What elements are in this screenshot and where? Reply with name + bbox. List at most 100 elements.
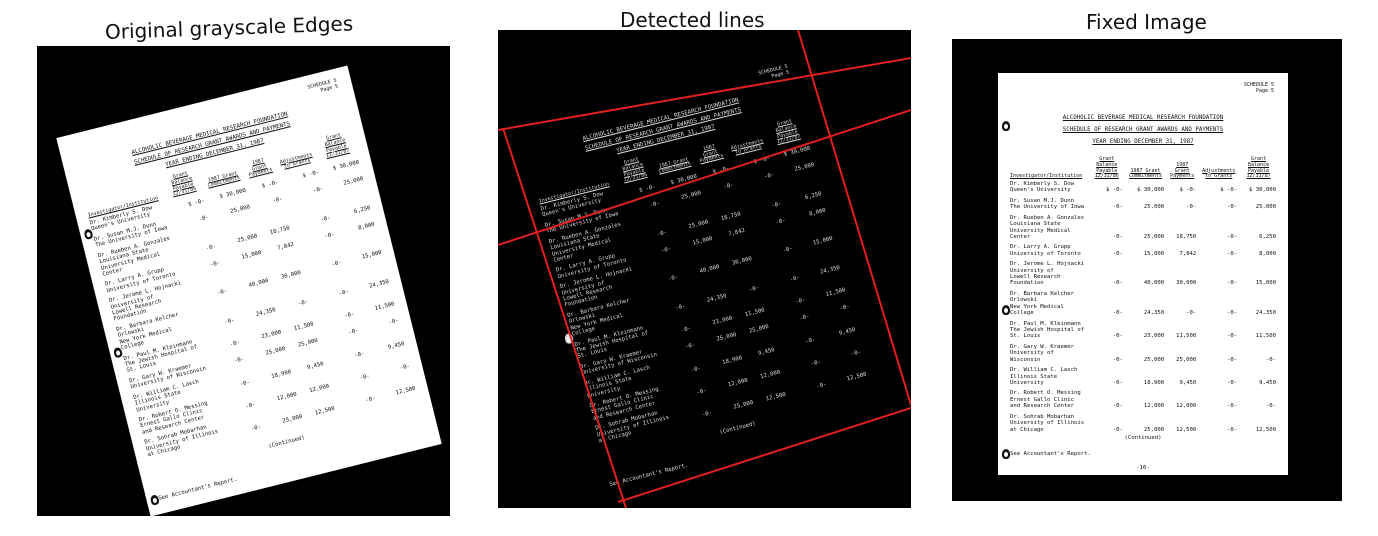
punch-hole-icon (1002, 449, 1010, 459)
table-row: Dr. Larry A. Grupp University of Toronto -… (1008, 243, 1278, 260)
amount-cell: 15,000 (1143, 250, 1165, 257)
amount-cell: 40,000 (1143, 280, 1165, 287)
footnote: See Accountant's Report. (1010, 451, 1091, 457)
amount-cell: -0- (1112, 426, 1123, 433)
amount-cell: -0- (1227, 250, 1238, 257)
table-row: Dr. Barbara Kelcher Orlowski New York Med… (1008, 290, 1278, 320)
column-header: Grant Balance Payable 12/31/87 (1246, 156, 1271, 180)
table-row: Dr. Paul M. Kleinmann The Jewish Hospital… (1008, 320, 1278, 343)
panel-fixed: SCHEDULE 5 Page 5 ALCOHOLIC BEVERAGE MEDI… (952, 39, 1342, 501)
doc-title-2: SCHEDULE OF RESEARCH GRANT AWARDS AND PA… (1062, 127, 1224, 133)
column-header: Adjustments to Grants (1202, 167, 1236, 180)
panel-title-edges: Original grayscale Edges (104, 11, 354, 44)
grants-table: Investigator/Institution Grant Balance Pa… (81, 130, 419, 462)
panel-edges: SCHEDULE 5 Page 5 ALCOHOLIC BEVERAGE MEDI… (37, 46, 450, 516)
amount-cell: 8,000 (1259, 250, 1276, 257)
amount-cell: 12,000 (1176, 403, 1197, 410)
amount-cell: -0- (1227, 204, 1238, 211)
investigator-cell: Dr. Kimberly S. Dow Queen's University (1010, 181, 1074, 194)
amount-cell: 11,500 (1176, 333, 1197, 340)
amount-cell: 15,000 (1255, 280, 1276, 287)
detected-line-top (498, 57, 911, 131)
column-header: Investigator/Institution (1010, 173, 1083, 180)
document-page: SCHEDULE 5 Page 5 ALCOHOLIC BEVERAGE MEDI… (998, 73, 1288, 475)
punch-hole-icon (1002, 121, 1010, 131)
footnote: See Accountant's Report. (157, 476, 238, 502)
amount-cell: -0- (1112, 233, 1123, 240)
amount-cell: -0- (1112, 379, 1123, 386)
doc-title-1: ALCOHOLIC BEVERAGE MEDICAL RESEARCH FOUN… (1062, 115, 1224, 121)
amount-cell: -0- (1112, 403, 1123, 410)
amount-cell: $ -0- (1179, 187, 1197, 194)
amount-cell: -0- (1227, 233, 1238, 240)
amount-cell: 12,500 (1176, 426, 1197, 433)
amount-cell: -0- (1186, 204, 1197, 211)
amount-cell: -0- (1227, 403, 1238, 410)
amount-cell: -0- (1112, 280, 1123, 287)
amount-cell: 18,750 (1176, 233, 1197, 240)
detected-line-bottom (617, 407, 911, 503)
investigator-cell: Dr. Robert O. Messing Ernest Gallo Clinic… (1010, 390, 1081, 410)
amount-cell: -0- (1227, 426, 1238, 433)
amount-cell: 24,350 (1143, 310, 1165, 317)
amount-cell: 25,000 (1143, 233, 1165, 240)
investigator-cell: Dr. Susan M.J. Dunn The University of Iow… (1010, 197, 1085, 211)
investigator-cell: Dr. William C. Lasch Illinois State Unive… (1010, 367, 1078, 386)
investigator-cell: Dr. Larry A. Grupp University of Toronto (1010, 244, 1081, 257)
detected-line-left (502, 127, 627, 508)
amount-cell: 18,900 (1143, 379, 1165, 386)
panel-lines: SCHEDULE 5 Page 5 ALCOHOLIC BEVERAGE MEDI… (498, 30, 911, 508)
amount-cell: -0- (1112, 204, 1123, 211)
amount-cell: 25,000 (1143, 204, 1165, 211)
amount-cell: 9,450 (1259, 379, 1276, 386)
amount-cell: $ -0- (1106, 187, 1123, 194)
investigator-cell: Dr. Rueben A. Gonzales Louisiana State Uni… (1010, 214, 1085, 240)
amount-cell: 25,000 (1143, 356, 1165, 363)
investigator-cell: Dr. Gary W. Kraemer University of Wiscons… (1010, 343, 1074, 363)
column-header: 1987 Grant Commitments (1128, 167, 1163, 180)
table-row: Dr. Susan M.J. Dunn The University of Iow… (1008, 197, 1278, 214)
amount-cell: 24,350 (1255, 310, 1276, 317)
doc-title-3: YEAR ENDING DECEMBER 31, 1987 (1092, 139, 1194, 145)
detected-line-mid (498, 109, 911, 246)
grants-table: Investigator/Institution Grant Balance Pa… (1008, 156, 1278, 436)
table-row: Dr. Rueben A. Gonzales Louisiana State Uni… (1008, 214, 1278, 244)
investigator-cell: Dr. Jerome L. Hojnacki University of Lowel… (1010, 261, 1085, 287)
amount-cell: 7,842 (1179, 250, 1197, 257)
amount-cell: 23,000 (1143, 333, 1165, 340)
amount-cell: 6,250 (1259, 233, 1276, 240)
amount-cell: 12,500 (1255, 426, 1276, 433)
amount-cell: 25,000 (1176, 356, 1197, 363)
table-row: Dr. Kimberly S. Dow Queen's University $ -… (1008, 180, 1278, 197)
amount-cell: 12,000 (1143, 403, 1165, 410)
amount-cell: -0- (1112, 310, 1123, 317)
amount-cell: -0- (1227, 379, 1238, 386)
amount-cell: -0- (1112, 356, 1123, 363)
table-row: Dr. William C. Lasch Illinois State Unive… (1008, 366, 1278, 389)
document-page: SCHEDULE 5 Page 5 ALCOHOLIC BEVERAGE MEDI… (56, 65, 442, 516)
continued-label: (Continued) (1124, 435, 1162, 441)
amount-cell: $ 30,000 (1137, 187, 1165, 194)
investigator-cell: Dr. Sohrab Mobarhan University of Illinoi… (1010, 413, 1085, 433)
table-row: Dr. Sohrab Mobarhan University of Illinoi… (1008, 413, 1278, 436)
amount-cell: -0- (1265, 403, 1276, 410)
page-number: -10- (1136, 465, 1150, 471)
investigator-cell: Dr. Paul M. Kleinmann The Jewish Hospital… (1010, 320, 1085, 340)
amount-cell: -0- (1227, 333, 1238, 340)
schedule-label: SCHEDULE 5 Page 5 (1243, 82, 1274, 94)
detected-line-right (797, 30, 911, 406)
table-header-row: Investigator/Institution Grant Balance Pa… (1008, 156, 1278, 180)
column-header: Grant Balance Payable 12/31/86 (1094, 156, 1119, 180)
panel-title-lines: Detected lines (620, 8, 765, 32)
amount-cell: 25,000 (1143, 426, 1165, 433)
amount-cell: $ 30,000 (1249, 187, 1276, 194)
investigator-cell: Dr. Barbara Kelcher Orlowski New York Med… (1010, 290, 1074, 317)
amount-cell: -0- (1265, 356, 1276, 363)
amount-cell: -0- (1186, 310, 1197, 317)
amount-cell: -0- (1112, 250, 1123, 257)
table-row: Dr. Jerome L. Hojnacki University of Lowel… (1008, 260, 1278, 290)
amount-cell: -0- (1227, 280, 1238, 287)
amount-cell: 25,000 (1255, 204, 1276, 211)
panel-title-fixed: Fixed Image (1086, 10, 1207, 34)
detected-lines-overlay (498, 30, 911, 508)
